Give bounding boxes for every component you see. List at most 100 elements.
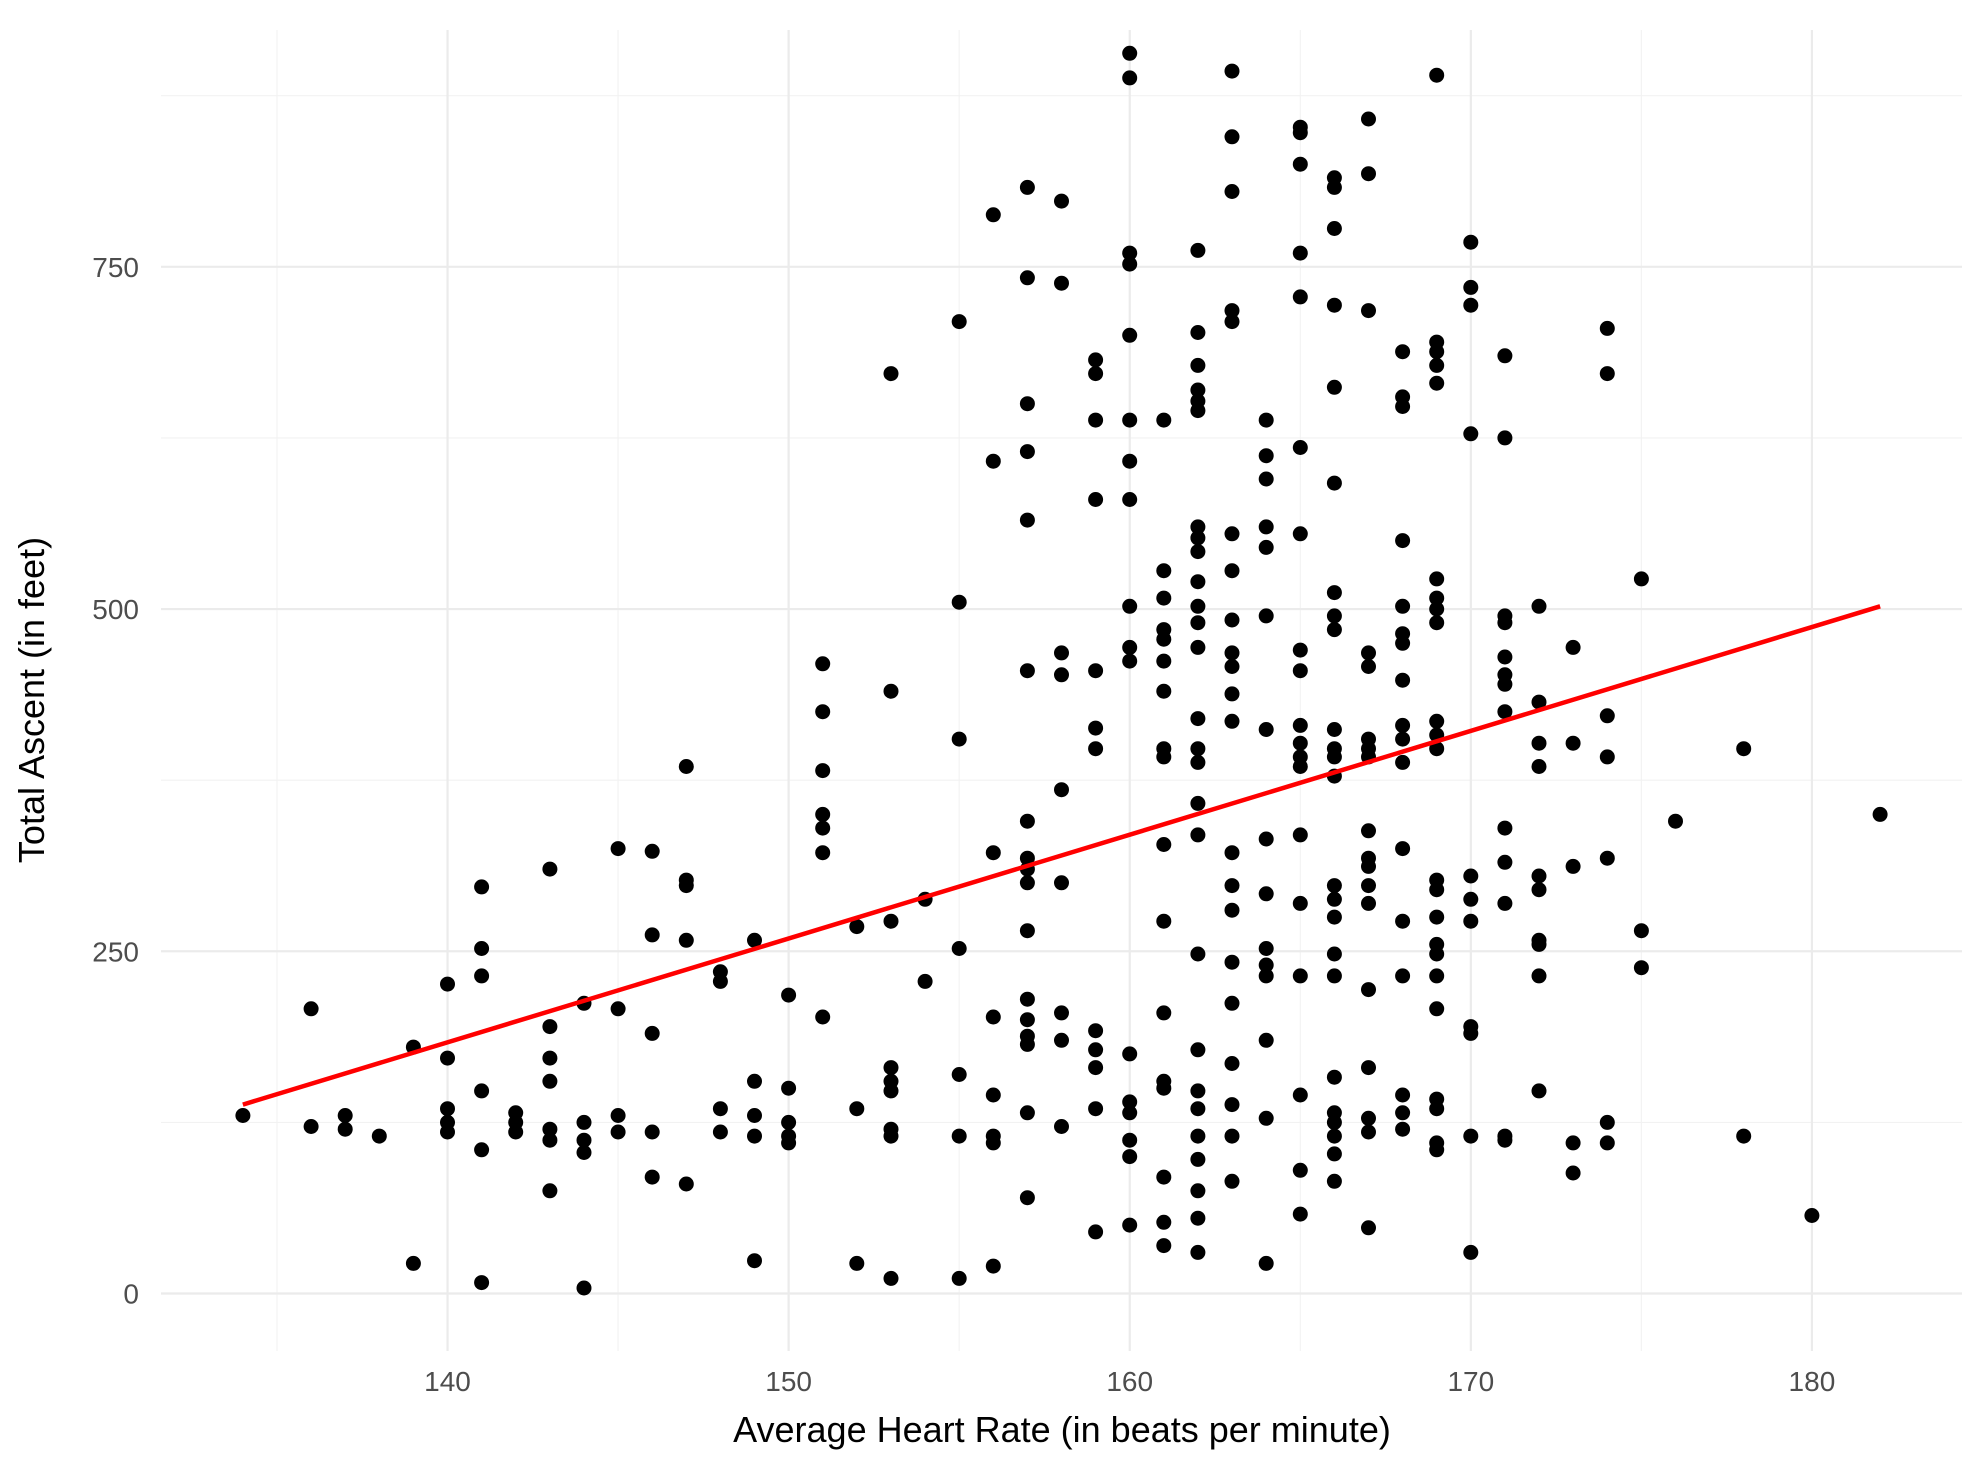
data-point	[1122, 653, 1138, 669]
data-point	[576, 1280, 592, 1296]
data-point	[1258, 831, 1274, 847]
data-point	[1258, 968, 1274, 984]
data-point	[542, 1121, 558, 1137]
data-point	[1190, 519, 1206, 535]
data-point	[1531, 694, 1547, 710]
data-point	[883, 1121, 899, 1137]
data-point	[440, 976, 455, 992]
data-point	[303, 1001, 319, 1017]
data-point	[678, 872, 694, 888]
data-point	[883, 366, 899, 382]
data-point	[474, 879, 490, 895]
data-point	[781, 987, 797, 1003]
data-point	[1599, 749, 1615, 765]
data-point	[1326, 891, 1342, 907]
data-point	[1088, 1060, 1104, 1076]
data-point	[1429, 1135, 1445, 1151]
data-point	[1156, 683, 1172, 699]
data-point	[1190, 1244, 1206, 1260]
data-point	[1326, 608, 1342, 624]
data-point	[1019, 813, 1035, 829]
data-point	[815, 845, 831, 861]
data-point	[951, 1270, 967, 1286]
data-point	[1258, 722, 1274, 737]
data-point	[1463, 1128, 1479, 1144]
data-point	[542, 1019, 558, 1035]
data-point	[1395, 389, 1411, 405]
data-point	[1190, 1151, 1206, 1167]
data-point	[883, 1060, 899, 1076]
data-point	[1224, 659, 1240, 674]
data-point	[951, 941, 967, 956]
data-point	[1463, 297, 1479, 313]
data-point	[1190, 1183, 1206, 1199]
data-point	[1326, 1146, 1342, 1162]
data-point	[951, 314, 967, 330]
data-point	[678, 1176, 694, 1192]
data-point	[1088, 1042, 1104, 1058]
data-point	[1258, 941, 1274, 956]
data-point	[1361, 1220, 1376, 1236]
x-axis-title: Average Heart Rate (in beats per minute)	[733, 1409, 1391, 1450]
data-point	[1122, 639, 1138, 655]
data-point	[747, 1073, 762, 1089]
data-point	[1088, 1224, 1104, 1240]
data-point	[815, 763, 831, 779]
data-point	[1292, 156, 1308, 172]
data-point	[781, 1080, 797, 1096]
data-point	[1565, 735, 1581, 751]
data-point	[1190, 1210, 1206, 1226]
data-point	[1088, 663, 1104, 679]
trend-line-layer	[242, 604, 1881, 1107]
data-point	[1156, 913, 1172, 929]
data-point	[1122, 256, 1138, 272]
data-point	[1497, 854, 1513, 870]
data-point	[917, 973, 933, 989]
data-point	[1122, 327, 1138, 343]
data-point	[1395, 841, 1411, 857]
data-point	[1292, 1162, 1308, 1178]
data-point	[1395, 672, 1411, 688]
data-point	[303, 1119, 319, 1134]
x-tick-label: 170	[1447, 1366, 1494, 1397]
x-tick-label: 140	[424, 1366, 471, 1397]
data-point	[1463, 913, 1479, 929]
data-point	[1395, 754, 1411, 770]
data-point	[371, 1128, 387, 1144]
data-point	[1395, 1105, 1411, 1121]
data-point	[644, 843, 660, 859]
data-point	[235, 1108, 251, 1123]
data-point	[1190, 393, 1206, 409]
data-point	[1429, 1001, 1445, 1017]
data-point	[1258, 539, 1274, 555]
data-point	[1463, 279, 1479, 295]
data-point	[1326, 741, 1342, 757]
data-point	[1429, 375, 1445, 391]
data-point	[1190, 382, 1206, 398]
data-point	[1224, 563, 1240, 579]
data-point	[1122, 245, 1138, 261]
data-point	[1326, 585, 1342, 601]
data-point	[1599, 1135, 1615, 1151]
data-point	[1156, 1214, 1172, 1230]
data-point	[1292, 440, 1308, 455]
data-point	[1395, 1121, 1411, 1137]
data-point	[610, 1108, 626, 1123]
data-point	[1497, 430, 1513, 446]
data-point	[1156, 837, 1172, 852]
data-point	[951, 1128, 967, 1144]
data-point	[1531, 968, 1547, 984]
data-point	[542, 1050, 558, 1066]
data-point	[1395, 913, 1411, 929]
data-point	[1361, 166, 1376, 182]
data-point	[1804, 1208, 1820, 1223]
data-point	[985, 207, 1001, 223]
data-point	[1599, 708, 1615, 724]
data-point	[1054, 645, 1069, 661]
data-point	[474, 1083, 490, 1099]
data-point	[337, 1121, 353, 1137]
data-point	[1088, 352, 1104, 368]
data-point	[1599, 320, 1615, 336]
data-point	[644, 927, 660, 943]
data-point	[1258, 957, 1274, 973]
